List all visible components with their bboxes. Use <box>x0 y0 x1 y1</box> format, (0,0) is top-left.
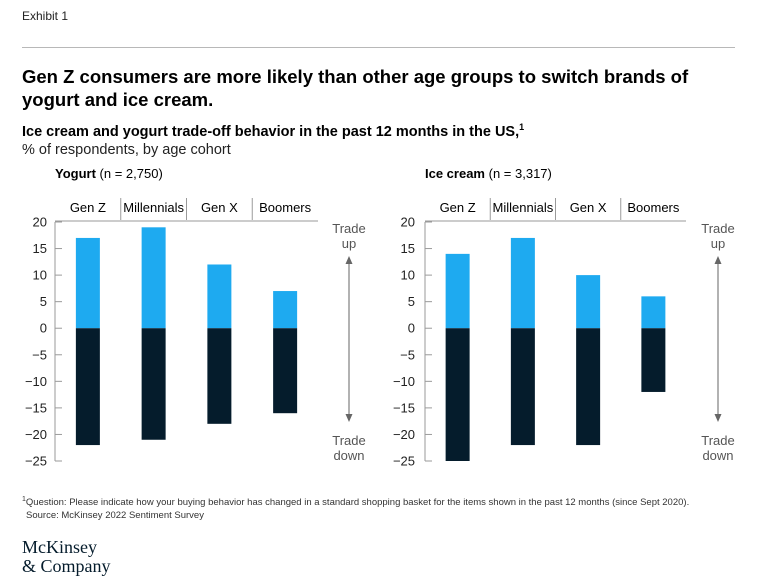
y-tick-label-yogurt: −10 <box>25 374 47 389</box>
category-label-icecream: Gen Z <box>440 200 476 215</box>
y-tick-label-yogurt: 0 <box>40 321 47 336</box>
y-tick-label-yogurt: 10 <box>33 268 47 283</box>
footnote-source: Source: McKinsey 2022 Sentiment Survey <box>26 510 204 522</box>
arrow-up-icon <box>714 256 722 264</box>
bar-trade-down-yogurt <box>75 328 100 446</box>
y-tick-label-yogurt: −25 <box>25 454 47 469</box>
bar-trade-up-yogurt <box>75 237 100 329</box>
header-divider <box>22 47 735 48</box>
bar-trade-down-icecream <box>445 328 470 461</box>
bar-trade-up-yogurt <box>141 227 166 329</box>
y-tick-label-yogurt: 15 <box>33 241 47 256</box>
y-tick-label-icecream: −10 <box>393 374 415 389</box>
y-tick-label-icecream: −15 <box>393 400 415 415</box>
y-tick-label-icecream: −25 <box>393 454 415 469</box>
footnote-text: Question: Please indicate how your buyin… <box>25 497 690 509</box>
y-tick-label-icecream: 0 <box>408 321 415 336</box>
panel-title-yogurt: Yogurt (n = 2,750) <box>55 166 163 181</box>
category-label-yogurt: Gen X <box>201 200 238 215</box>
category-label-yogurt: Boomers <box>259 200 312 215</box>
y-tick-label-yogurt: 20 <box>33 215 47 230</box>
y-tick-label-icecream: −5 <box>400 347 415 362</box>
y-tick-label-yogurt: −15 <box>25 400 47 415</box>
category-label-icecream: Boomers <box>627 200 680 215</box>
category-label-icecream: Millennials <box>493 200 554 215</box>
bar-trade-up-icecream <box>445 253 470 329</box>
bar-trade-down-icecream <box>576 328 601 446</box>
subtitle-text: Ice cream and yogurt trade-off behavior … <box>22 123 520 140</box>
panel-title-icecream-n: (n = 3,317) <box>488 166 552 181</box>
exhibit-label: Exhibit 1 <box>22 9 69 23</box>
panel-title-yogurt-n: (n = 2,750) <box>99 166 163 181</box>
category-label-yogurt: Gen Z <box>70 200 106 215</box>
trade-down-label-icecream: down <box>702 448 733 463</box>
panel-title-icecream-name: Ice cream <box>425 166 485 181</box>
bar-trade-up-icecream <box>641 296 666 329</box>
arrow-up-icon <box>345 256 353 264</box>
trade-up-label-yogurt: up <box>342 236 356 251</box>
trade-up-label-icecream: up <box>711 236 725 251</box>
logo-line-1: McKinsey <box>22 537 97 557</box>
category-label-yogurt: Millennials <box>123 200 184 215</box>
y-tick-label-icecream: 10 <box>401 268 415 283</box>
footnote-question: 1Question: Please indicate how your buyi… <box>22 493 689 509</box>
bar-trade-down-yogurt <box>207 328 232 424</box>
y-tick-label-icecream: 15 <box>401 241 415 256</box>
bar-trade-down-icecream <box>641 328 666 392</box>
bar-trade-up-icecream <box>510 237 535 329</box>
arrow-down-icon <box>345 414 353 422</box>
subtitle-footnote-marker: 1 <box>519 122 525 132</box>
unit-label: % of respondents, by age cohort <box>22 142 231 158</box>
logo-line-2: & Company <box>22 556 111 576</box>
trade-up-label-yogurt: Trade <box>332 221 365 236</box>
y-tick-label-yogurt: −5 <box>32 347 47 362</box>
category-label-icecream: Gen X <box>570 200 607 215</box>
trade-down-label-yogurt: Trade <box>332 433 365 448</box>
bar-trade-down-yogurt <box>141 328 166 440</box>
y-tick-label-icecream: 5 <box>408 294 415 309</box>
mckinsey-logo: McKinsey & Company <box>22 538 111 576</box>
panel-title-yogurt-name: Yogurt <box>55 166 96 181</box>
y-tick-label-icecream: −20 <box>393 427 415 442</box>
bar-trade-up-yogurt <box>207 264 232 329</box>
bar-trade-down-icecream <box>510 328 535 446</box>
y-tick-label-yogurt: 5 <box>40 294 47 309</box>
bar-trade-up-yogurt <box>273 291 298 329</box>
trade-up-label-icecream: Trade <box>701 221 734 236</box>
footnote: 1Question: Please indicate how your buyi… <box>22 493 689 522</box>
y-tick-label-yogurt: −20 <box>25 427 47 442</box>
trade-down-label-icecream: Trade <box>701 433 734 448</box>
panel-title-icecream: Ice cream (n = 3,317) <box>425 166 552 181</box>
trade-down-label-yogurt: down <box>333 448 364 463</box>
footnote-marker: 1 <box>22 496 26 503</box>
bar-trade-up-icecream <box>576 275 601 329</box>
y-tick-label-icecream: 20 <box>401 215 415 230</box>
bar-trade-down-yogurt <box>273 328 298 414</box>
chart-title: Gen Z consumers are more likely than oth… <box>22 66 689 110</box>
arrow-down-icon <box>714 414 722 422</box>
chart-subtitle: Ice cream and yogurt trade-off behavior … <box>22 122 524 140</box>
